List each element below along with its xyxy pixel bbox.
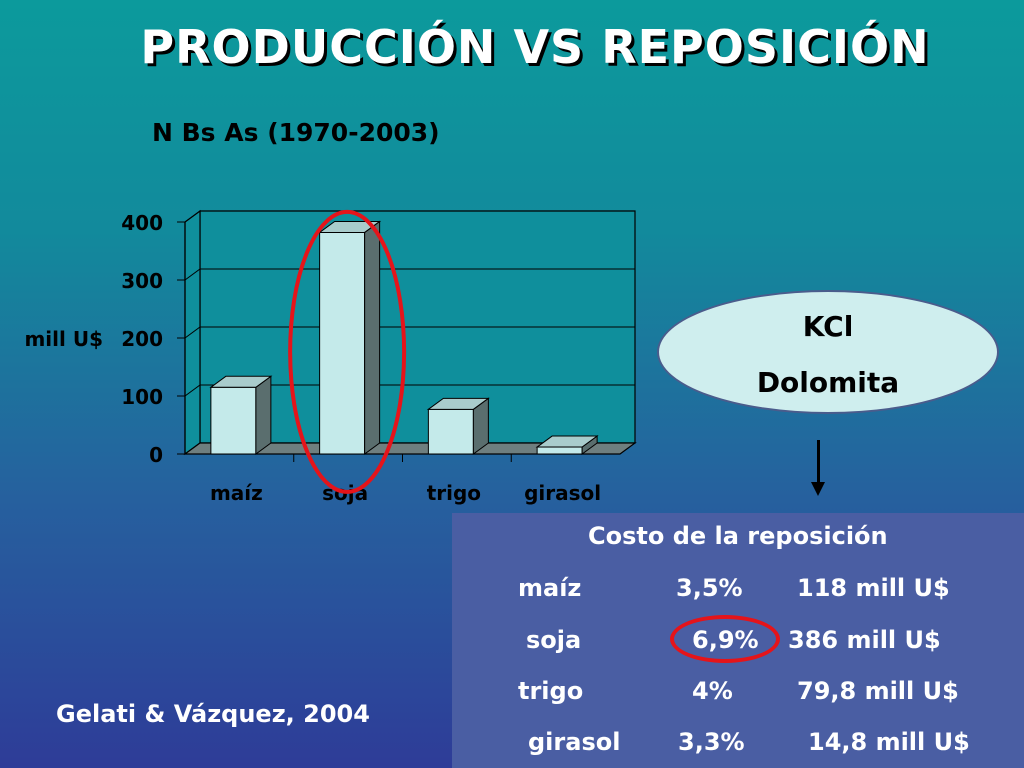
citation: Gelati & Vázquez, 2004	[56, 700, 370, 728]
y-tick-label: 300	[121, 269, 163, 293]
bar-side	[364, 220, 381, 455]
gridline	[184, 384, 635, 397]
bar-1	[210, 386, 257, 455]
y-tick-label: 400	[121, 211, 163, 235]
nutrient-kcl: KCl	[802, 310, 854, 343]
cost-row-value: 118 mill U$	[797, 574, 950, 602]
cost-row-pct: 4%	[692, 677, 733, 705]
arrow-head-icon	[811, 482, 825, 496]
x-tick-label: trigo	[427, 481, 481, 505]
cost-row-pct: 3,5%	[676, 574, 743, 602]
chart-subtitle: N Bs As (1970-2003)	[152, 118, 440, 147]
y-tick-label: 200	[121, 327, 163, 351]
bar-3	[427, 408, 474, 455]
cost-row-value: 79,8 mill U$	[797, 677, 959, 705]
highlight-ellipse	[670, 615, 780, 663]
bar-2	[319, 231, 366, 455]
gridline	[184, 210, 635, 223]
bar-side	[255, 375, 272, 455]
bar-top	[426, 397, 490, 410]
cost-row-crop: maíz	[518, 574, 582, 602]
cost-table-title: Costo de la reposición	[588, 522, 888, 550]
cost-row-value: 386 mill U$	[788, 626, 941, 654]
gridline	[184, 268, 635, 281]
y-tick-label: 100	[121, 385, 163, 409]
bar-top	[209, 375, 273, 388]
x-tick-label: maíz	[210, 481, 263, 505]
plot-floor	[183, 442, 637, 455]
cost-row-crop: trigo	[518, 677, 584, 705]
cost-row-pct: 3,3%	[678, 728, 745, 756]
highlight-ellipse	[288, 209, 407, 494]
y-axis-label: mill U$	[24, 327, 103, 351]
x-tick-label: girasol	[524, 481, 601, 505]
down-arrow-icon	[817, 440, 820, 484]
cost-row-crop: girasol	[528, 728, 621, 756]
bar-4	[536, 446, 583, 455]
cost-row-value: 14,8 mill U$	[808, 728, 970, 756]
bar-top	[318, 220, 382, 233]
nutrients-ellipse: KCl Dolomita	[657, 290, 999, 414]
nutrient-dolomita: Dolomita	[756, 366, 900, 399]
gridline	[184, 326, 635, 339]
slide-title: PRODUCCIÓN VS REPOSICIÓN	[140, 20, 930, 74]
cost-row-crop: soja	[526, 626, 582, 654]
bar-top	[535, 435, 599, 448]
y-tick-label: 0	[149, 443, 163, 467]
